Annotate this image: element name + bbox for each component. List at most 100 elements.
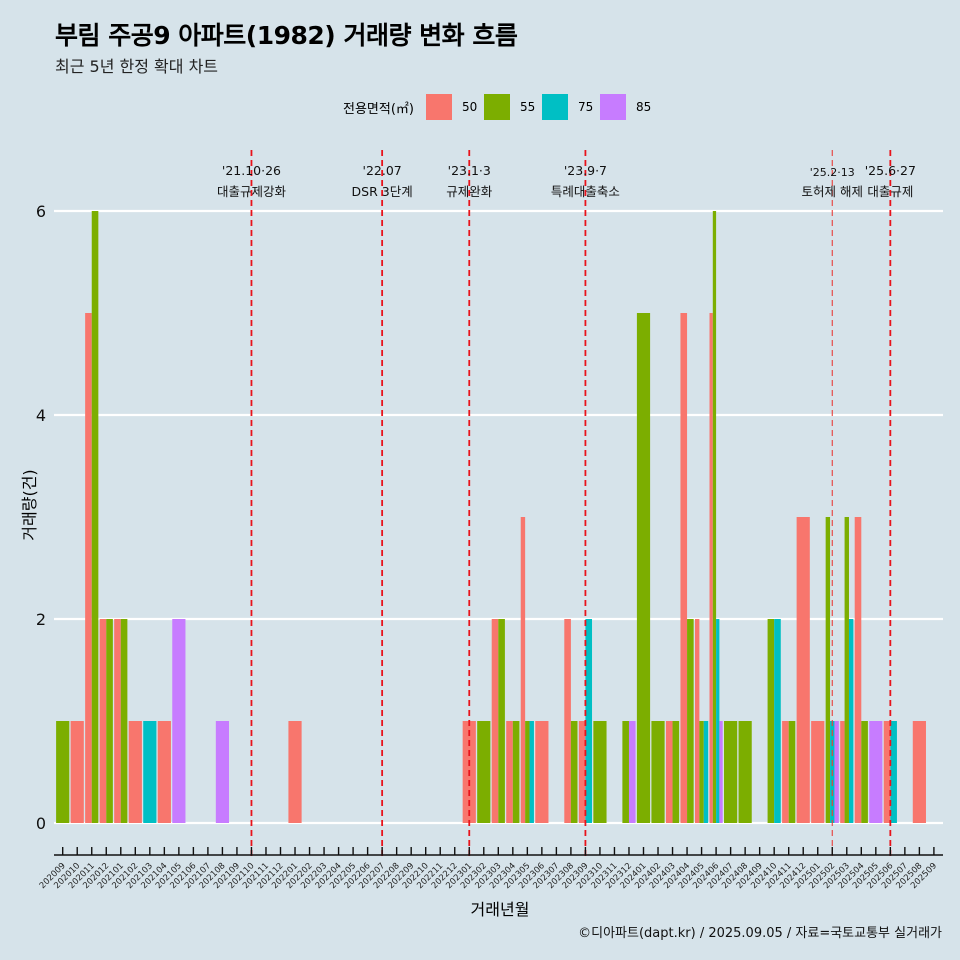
bar-202009-55 xyxy=(56,721,70,823)
chart-subtitle: 최근 5년 한정 확대 차트 xyxy=(55,57,219,76)
bar-202503-50 xyxy=(840,721,845,823)
bar-202406-55 xyxy=(712,211,717,823)
legend-swatch-85 xyxy=(599,94,626,120)
bar-202101-50 xyxy=(114,619,121,823)
event-date-label: '22.07 xyxy=(363,163,402,178)
event-annotations: '21.10·26 대출규제강화 '22.07 DSR 3단계 '23.1·3 규제완화 '… xyxy=(217,163,916,199)
y-axis-title: 거래량(건) xyxy=(20,469,39,541)
bar-202404-55 xyxy=(687,619,694,823)
bar-202312-55 xyxy=(622,721,629,823)
bar-202505-85 xyxy=(869,721,883,823)
bar-202303-55 xyxy=(498,619,505,823)
legend-swatch-75 xyxy=(541,94,568,120)
bar-202201-50 xyxy=(288,721,302,823)
bar-202403-50 xyxy=(665,721,673,823)
event-text-label: 대출규제 xyxy=(867,184,913,199)
bar-202309-75 xyxy=(585,619,593,823)
bar-202012-50 xyxy=(99,619,107,823)
bar-202312-85 xyxy=(628,721,636,823)
event-date-label: '25.2·13 xyxy=(810,166,855,179)
bar-202104-50 xyxy=(157,721,171,823)
bar-202405-50 xyxy=(694,619,700,823)
bar-202010-50 xyxy=(70,721,84,823)
bar-202412-50 xyxy=(796,517,810,823)
bar-202011-50 xyxy=(85,313,92,823)
bar-202406-85 xyxy=(719,721,723,823)
bar-202405-75 xyxy=(703,721,709,823)
bar-202304-55 xyxy=(512,721,520,823)
legend-swatch-55 xyxy=(483,94,510,120)
legend-item-50: 50 xyxy=(425,94,484,120)
bar-202503-75 xyxy=(848,619,854,823)
bar-202504-55 xyxy=(861,721,868,823)
bar-202411-55 xyxy=(788,721,796,823)
legend-item-75: 75 xyxy=(541,94,600,120)
event-date-label: '21.10·26 xyxy=(222,163,281,178)
event-text-label: 토허제 해제 xyxy=(802,184,863,199)
y-tick-label: 2 xyxy=(36,610,46,629)
bar-202012-55 xyxy=(106,619,113,823)
bar-202401-55 xyxy=(636,313,651,823)
legend-label-75: 75 xyxy=(577,100,594,114)
bar-202402-55 xyxy=(651,721,665,823)
bar-202506-75 xyxy=(890,721,897,823)
bar-202508-50 xyxy=(912,721,926,823)
bar-202310-55 xyxy=(593,721,607,823)
bar-202410-75 xyxy=(774,619,781,823)
bar-202506-50 xyxy=(883,721,891,823)
bar-202102-50 xyxy=(128,721,142,823)
y-tick-label: 6 xyxy=(36,202,46,221)
x-axis-title: 거래년월 xyxy=(470,900,530,919)
legend-label-50: 50 xyxy=(461,100,478,114)
bar-202308-55 xyxy=(570,721,578,823)
bar-202103-75 xyxy=(143,721,157,823)
event-text-label: 대출규제강화 xyxy=(217,184,287,199)
chart-title: 부림 주공9 아파트(1982) 거래량 변화 흐름 xyxy=(55,21,518,50)
event-text-label: 특례대출축소 xyxy=(551,184,620,199)
bar-202404-50 xyxy=(680,313,688,823)
bar-202304-50 xyxy=(506,721,513,823)
bar-202101-55 xyxy=(120,619,128,823)
bar-202302-55 xyxy=(477,721,491,823)
bar-202309-50 xyxy=(578,721,586,823)
bars xyxy=(56,211,926,823)
bar-202108-85 xyxy=(215,721,230,823)
bar-202308-50 xyxy=(564,619,571,823)
legend-title: 전용면적(㎡) xyxy=(343,101,414,117)
bar-202407-55 xyxy=(724,721,738,823)
bar-202405-55 xyxy=(699,721,704,823)
event-date-label: '23.9·7 xyxy=(564,163,607,178)
event-text-label: DSR 3단계 xyxy=(352,184,413,199)
bar-202503-55 xyxy=(844,517,849,823)
event-lines xyxy=(250,150,892,856)
bar-202303-50 xyxy=(491,619,499,823)
event-date-label: '23.1·3 xyxy=(448,163,491,178)
bar-202406-50 xyxy=(709,313,713,823)
bar-202504-50 xyxy=(854,517,862,823)
bar-202305-75 xyxy=(529,721,534,823)
legend-item-85: 85 xyxy=(599,94,658,120)
legend-label-55: 55 xyxy=(519,100,536,114)
x-axis: 2020092020102020112020122021012021022021… xyxy=(38,847,943,891)
y-axis: 0 2 4 6 xyxy=(36,202,46,833)
event-date-label: '25.6·27 xyxy=(865,163,916,178)
bar-202011-55 xyxy=(91,211,99,823)
bar-202306-50 xyxy=(535,721,549,823)
bar-202408-55 xyxy=(738,721,752,823)
legend-swatch-50 xyxy=(425,94,452,120)
bar-202105-85 xyxy=(172,619,186,823)
bar-202502-85 xyxy=(834,721,839,823)
caption: ©디아파트(dapt.kr) / 2025.09.05 / 자료=국토교통부 실… xyxy=(578,926,942,941)
bar-202410-55 xyxy=(767,619,775,823)
legend-label-85: 85 xyxy=(635,100,652,114)
event-text-label: 규제완화 xyxy=(446,184,493,199)
bar-202305-50 xyxy=(520,517,526,823)
y-tick-label: 4 xyxy=(36,406,46,425)
y-tick-label: 0 xyxy=(36,814,46,833)
bar-202406-75 xyxy=(716,619,720,823)
bar-202305-55 xyxy=(525,721,530,823)
bar-202411-50 xyxy=(782,721,789,823)
legend-item-55: 55 xyxy=(483,94,542,120)
bar-202403-55 xyxy=(672,721,680,823)
